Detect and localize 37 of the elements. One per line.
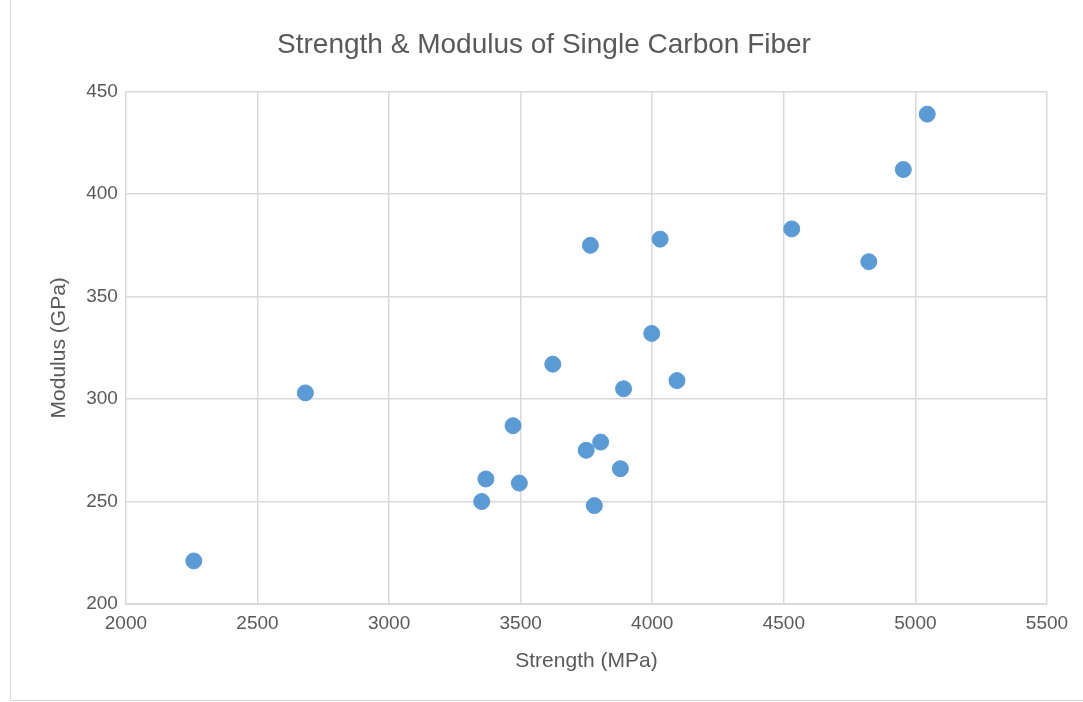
y-tick-label: 250 (86, 489, 118, 511)
x-tick-label: 4500 (762, 611, 805, 633)
point (185, 552, 203, 570)
y-axis-title: Modulus (GPa) (46, 277, 70, 419)
point (611, 460, 629, 478)
y-tick-label: 200 (86, 592, 118, 614)
point (581, 236, 599, 254)
point (783, 220, 801, 238)
point (296, 384, 314, 402)
y-tick-label: 450 (86, 79, 118, 101)
point (477, 470, 495, 488)
point (668, 372, 686, 390)
x-tick-label: 4000 (631, 611, 674, 633)
y-tick-label: 300 (86, 387, 118, 409)
point (615, 380, 633, 398)
x-axis-title: Strength (MPa) (515, 648, 658, 672)
x-tick-label: 3500 (499, 611, 542, 633)
x-tick-label: 3000 (367, 611, 411, 633)
point (473, 493, 491, 511)
y-tick-label: 350 (86, 284, 118, 306)
x-tick-label: 2500 (236, 611, 279, 633)
x-tick-label: 2000 (104, 611, 148, 633)
point (643, 324, 661, 342)
point (918, 105, 936, 123)
point (860, 253, 878, 271)
x-tick-label: 5000 (894, 611, 937, 633)
point (894, 160, 912, 178)
x-tick-label: 5500 (1025, 611, 1069, 633)
point (585, 497, 603, 515)
point (504, 417, 522, 435)
point (651, 230, 669, 248)
point (592, 433, 610, 451)
point (544, 355, 562, 373)
point (577, 441, 595, 459)
chart-title: Strength & Modulus of Single Carbon Fiber (277, 27, 811, 59)
y-tick-label: 400 (86, 182, 118, 204)
point (510, 474, 528, 492)
